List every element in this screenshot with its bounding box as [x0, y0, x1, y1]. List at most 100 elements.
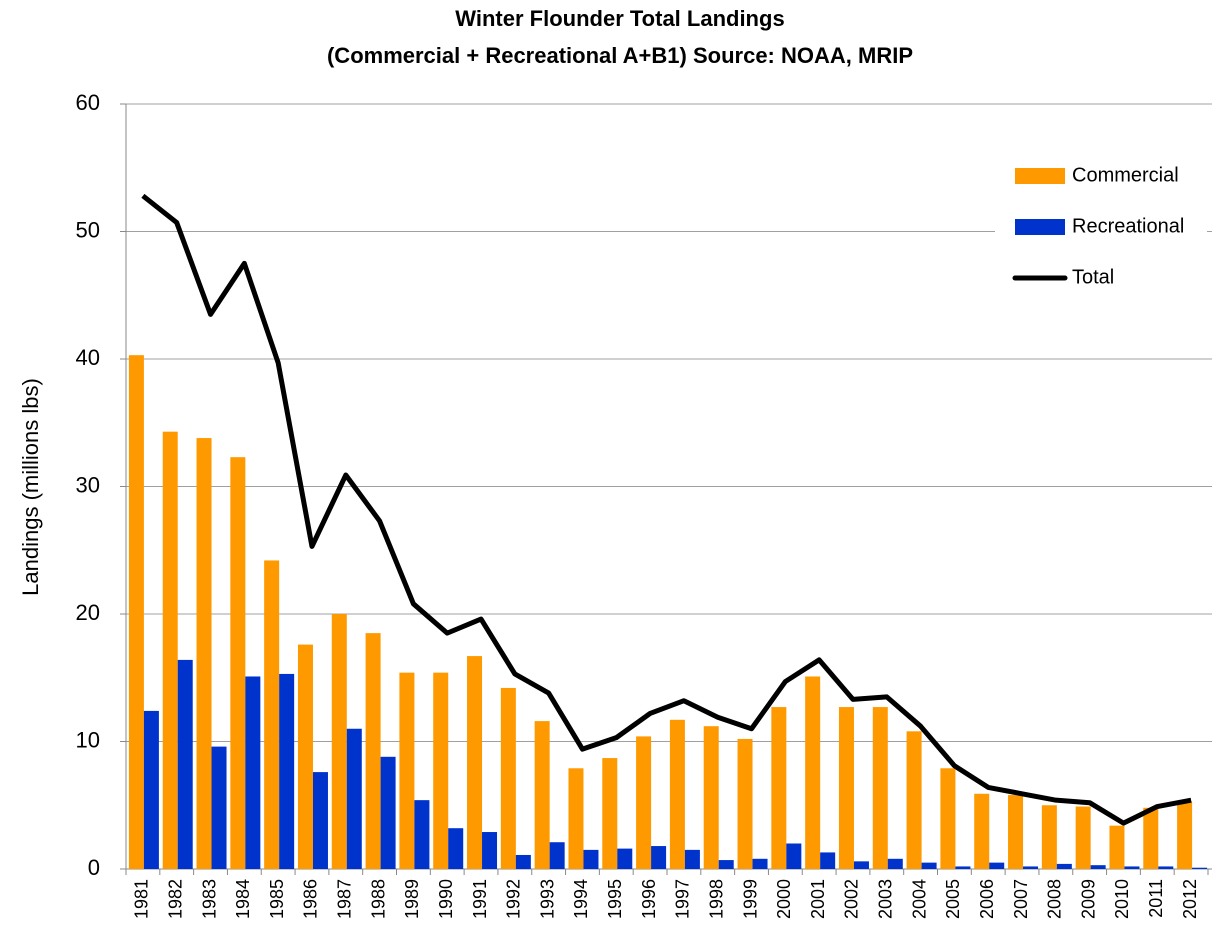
x-tick-label: 1991: [470, 879, 490, 919]
bar: [568, 768, 584, 869]
chart-subtitle: (Commercial + Recreational A+B1) Source:…: [327, 43, 913, 68]
bar: [515, 854, 531, 869]
x-tick-label: 1985: [267, 879, 287, 919]
x-tick-label: 2009: [1078, 879, 1098, 919]
bar: [887, 858, 903, 869]
bar: [1041, 805, 1057, 869]
bar: [1192, 867, 1208, 869]
bar: [838, 707, 854, 869]
bar: [955, 866, 971, 869]
x-tick-label: 1990: [436, 879, 456, 919]
bar: [602, 758, 618, 869]
x-tick-label: 2003: [876, 879, 896, 919]
bar: [1143, 807, 1159, 869]
bar: [684, 849, 700, 869]
x-tick-label: 1987: [335, 879, 355, 919]
x-tick-label: 1988: [368, 879, 388, 919]
y-tick-label: 40: [76, 345, 100, 370]
legend-label: Total: [1072, 266, 1114, 288]
y-tick-label: 30: [76, 472, 100, 497]
bar: [771, 707, 787, 869]
y-tick-label: 20: [76, 600, 100, 625]
bar: [128, 355, 144, 869]
y-tick-label: 0: [88, 855, 100, 880]
y-tick-label: 10: [76, 727, 100, 752]
x-tick-label: 2001: [808, 879, 828, 919]
bar: [752, 858, 768, 869]
bar: [617, 848, 633, 869]
bar: [312, 772, 328, 869]
bar: [549, 842, 565, 869]
bar: [331, 614, 347, 869]
bar: [414, 800, 430, 869]
x-tick-label: 2005: [943, 879, 963, 919]
bar: [1158, 866, 1174, 869]
bar: [1090, 865, 1106, 869]
bar: [500, 687, 516, 869]
bar: [433, 672, 449, 869]
bar: [820, 852, 836, 869]
line: [141, 193, 1192, 826]
bar: [974, 793, 990, 869]
bar: [651, 846, 667, 869]
bar: [534, 721, 550, 869]
bar: [1023, 866, 1039, 869]
bar: [1056, 863, 1072, 869]
bar: [1075, 806, 1091, 869]
x-tick-label: 2011: [1146, 879, 1166, 918]
bar: [703, 726, 719, 869]
bar: [669, 719, 685, 869]
legend-swatch: [1015, 168, 1065, 184]
x-tick-label: 1983: [199, 879, 219, 919]
bar: [346, 728, 362, 869]
bar: [921, 862, 937, 869]
x-tick-label: 1986: [301, 879, 321, 919]
bar: [196, 438, 212, 869]
bar: [1008, 795, 1024, 869]
bar: [365, 633, 381, 869]
bar: [380, 756, 396, 869]
bar: [448, 828, 464, 869]
x-tick-label: 2002: [842, 879, 862, 919]
legend-label: Commercial: [1072, 164, 1179, 186]
bar: [482, 832, 498, 869]
x-tick-label: 2010: [1112, 879, 1132, 919]
bar: [211, 746, 227, 869]
bar: [786, 843, 802, 869]
bar: [737, 738, 753, 869]
legend-swatch: [1015, 219, 1065, 235]
bar: [872, 707, 888, 869]
y-tick-label: 60: [76, 90, 100, 115]
x-tick-label: 2006: [977, 879, 997, 919]
x-tick-label: 2007: [1011, 879, 1031, 919]
x-tick-label: 1984: [233, 879, 253, 919]
x-tick-label: 1992: [504, 879, 524, 919]
bar: [718, 860, 734, 869]
bar: [399, 672, 415, 869]
bar: [279, 673, 295, 869]
bar: [989, 862, 1005, 869]
x-tick-label: 1999: [740, 879, 760, 919]
x-tick-label: 1997: [673, 879, 693, 919]
bar: [1109, 825, 1125, 869]
x-tick-label: 2012: [1180, 879, 1200, 919]
bar: [297, 644, 313, 869]
x-tick-label: 1981: [132, 879, 152, 919]
bar: [162, 431, 178, 869]
x-tick-label: 1982: [165, 879, 185, 919]
x-tick-label: 1996: [639, 879, 659, 919]
x-tick-label: 2000: [774, 879, 794, 919]
bar: [636, 736, 652, 869]
x-tick-label: 1989: [402, 879, 422, 919]
chart-title: Winter Flounder Total Landings: [455, 6, 784, 31]
bar: [940, 768, 956, 869]
y-axis-label: Landings (millions lbs): [18, 378, 43, 596]
bar: [230, 457, 246, 869]
x-tick-label: 1995: [605, 879, 625, 919]
bar: [245, 676, 261, 869]
bar: [143, 710, 159, 869]
x-tick-label: 2008: [1045, 879, 1065, 919]
bar: [1177, 801, 1193, 869]
bar: [805, 676, 821, 869]
